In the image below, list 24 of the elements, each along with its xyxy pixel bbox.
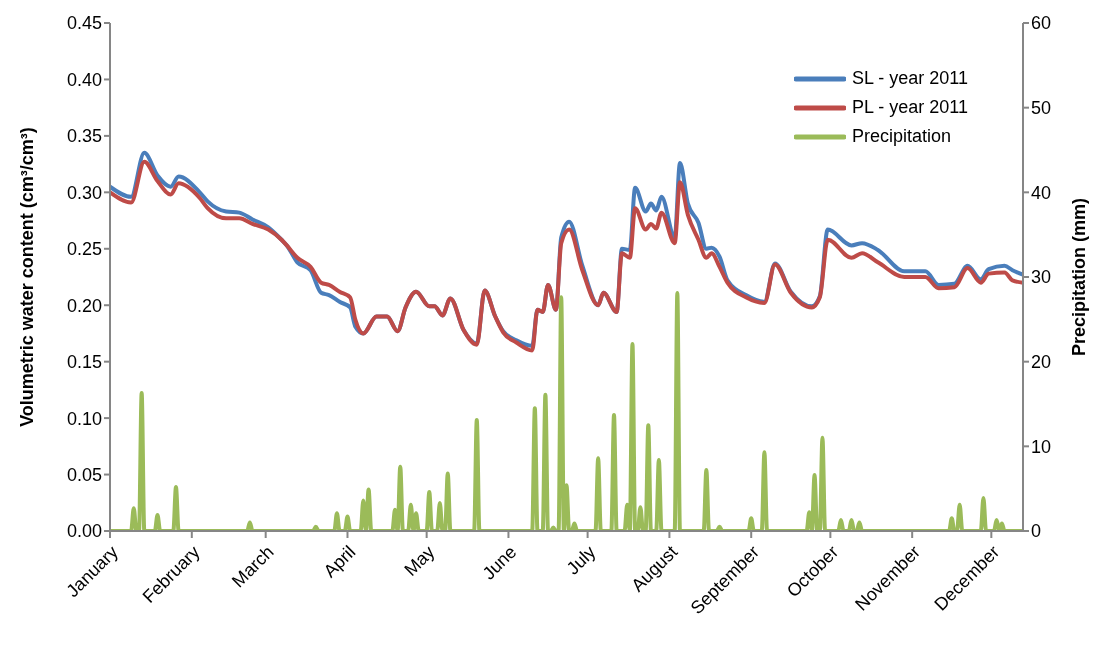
y2-tick-label: 30 bbox=[1031, 267, 1052, 288]
legend-label: PL - year 2011 bbox=[851, 97, 968, 118]
y-axis-title: Volumetric water content (cm³/cm³) bbox=[17, 127, 38, 427]
y-tick-label: 0.35 bbox=[66, 126, 102, 147]
y-tick-label: 0.25 bbox=[66, 239, 102, 260]
y-tick-label: 0.05 bbox=[66, 464, 102, 485]
y-tick-label: 0.00 bbox=[66, 521, 102, 542]
y2-tick-label: 0 bbox=[1031, 521, 1042, 542]
x-tick-label: May bbox=[400, 541, 439, 580]
x-tick-label: July bbox=[562, 541, 600, 579]
y-tick-label: 0.10 bbox=[66, 408, 102, 429]
y-tick-label: 0.45 bbox=[66, 13, 102, 34]
y-tick-label: 0.20 bbox=[66, 295, 102, 316]
legend-label: SL - year 2011 bbox=[851, 68, 968, 89]
y-tick-label: 0.40 bbox=[66, 69, 102, 90]
y2-tick-label: 10 bbox=[1031, 436, 1052, 457]
y2-tick-label: 40 bbox=[1031, 182, 1052, 203]
y2-tick-label: 20 bbox=[1031, 352, 1052, 373]
y2-axis-title: Precipitation (mm) bbox=[1069, 197, 1090, 357]
legend-label: Precipitation bbox=[851, 126, 951, 147]
y2-tick-label: 60 bbox=[1031, 13, 1052, 34]
y-tick-label: 0.30 bbox=[66, 182, 102, 203]
y-tick-label: 0.15 bbox=[66, 352, 102, 373]
y2-tick-label: 50 bbox=[1031, 98, 1052, 119]
